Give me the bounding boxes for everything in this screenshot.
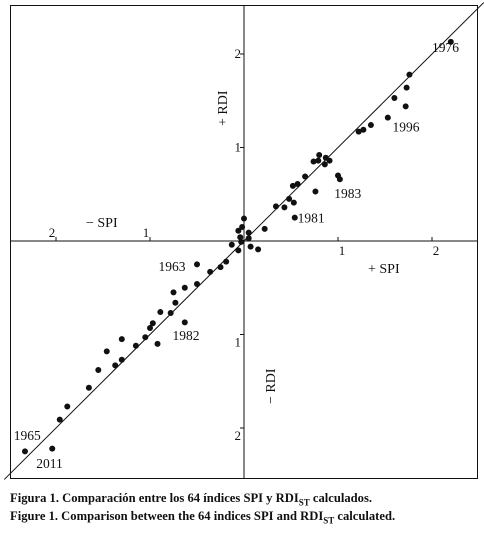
data-point <box>261 225 268 232</box>
data-point <box>355 128 362 135</box>
caption-es-suffix: calculados. <box>309 491 373 505</box>
data-point <box>118 356 125 363</box>
y-tick-label: 1 <box>235 140 242 155</box>
data-point <box>239 223 246 230</box>
data-point <box>170 289 177 296</box>
data-point <box>142 334 149 341</box>
data-point <box>312 188 319 195</box>
data-point <box>118 336 125 343</box>
data-point <box>49 445 56 452</box>
y-tick-label: 2 <box>235 428 242 443</box>
data-point <box>321 161 328 168</box>
data-point <box>290 199 297 206</box>
data-point <box>302 173 309 180</box>
data-point <box>286 195 293 202</box>
data-point <box>21 448 28 455</box>
caption-spanish: Figura 1. Comparación entre los 64 índic… <box>10 491 372 508</box>
data-point <box>403 84 410 91</box>
data-point <box>294 180 301 187</box>
data-point <box>336 176 343 183</box>
x-tick-label: 1 <box>143 225 150 240</box>
y-tick-label: 1 <box>235 335 242 350</box>
y-tick-label: 2 <box>235 46 242 61</box>
year-annotation: 1963 <box>158 259 185 274</box>
year-annotation: 1981 <box>298 210 325 225</box>
data-point <box>272 203 279 210</box>
data-point <box>132 342 139 349</box>
data-point <box>172 299 179 306</box>
data-point <box>406 71 413 78</box>
data-point <box>322 154 329 161</box>
data-point <box>238 238 245 245</box>
data-point <box>247 243 254 250</box>
caption-en-prefix: Figure 1. Comparison between the 64 indi… <box>10 509 324 523</box>
year-annotation: 1983 <box>334 186 361 201</box>
data-point <box>402 103 409 110</box>
data-points <box>21 38 454 455</box>
data-point <box>245 235 252 242</box>
data-point <box>245 229 252 236</box>
axis-labels: − SPI + SPI + RDI − RDI <box>86 90 400 404</box>
data-point <box>255 246 262 253</box>
data-point <box>235 247 242 254</box>
data-point <box>194 281 200 288</box>
year-annotation: 1982 <box>173 328 200 343</box>
x-tick-label: 1 <box>339 243 346 258</box>
tick-labels: 2 1 1 2 2 1 1 2 <box>49 46 440 443</box>
caption-en-suffix: calculated. <box>334 509 396 523</box>
data-point <box>315 157 322 164</box>
data-point <box>207 268 214 275</box>
x-tick-label: 2 <box>49 225 56 240</box>
data-point <box>167 309 174 316</box>
axis-label-x-positive: + SPI <box>368 262 400 277</box>
data-point <box>64 403 71 410</box>
plot-frame <box>10 5 478 479</box>
data-point <box>291 214 298 221</box>
data-point <box>154 340 161 347</box>
axis-label-x-negative: − SPI <box>86 216 118 231</box>
data-point <box>391 94 398 101</box>
data-point <box>241 215 247 222</box>
data-point <box>384 114 391 121</box>
axis-label-y-positive: + RDI <box>216 90 231 126</box>
data-point <box>367 122 374 129</box>
caption-english: Figure 1. Comparison between the 64 indi… <box>10 509 395 526</box>
caption-es-sub: ST <box>298 497 310 508</box>
data-point <box>310 158 317 165</box>
data-point <box>56 416 63 423</box>
data-point <box>147 324 153 331</box>
data-point <box>228 241 235 248</box>
data-point <box>289 182 296 189</box>
data-point <box>149 320 156 327</box>
data-point <box>85 384 92 391</box>
year-annotations: 1976 1996 1983 1981 1963 1982 1965 2011 <box>14 40 460 471</box>
data-point <box>237 234 244 241</box>
data-point <box>194 261 200 268</box>
data-point <box>95 367 102 374</box>
data-point <box>157 309 164 316</box>
data-point <box>316 151 323 158</box>
data-point <box>281 204 288 211</box>
year-annotation: 2011 <box>36 456 63 471</box>
axis-label-y-negative: − RDI <box>264 368 279 404</box>
year-annotation: 1996 <box>393 120 420 135</box>
data-point <box>181 284 188 291</box>
caption-es-prefix: Figura 1. Comparación entre los 64 índic… <box>10 491 299 505</box>
data-point <box>235 227 242 234</box>
data-point <box>217 264 224 271</box>
year-annotation: 1965 <box>14 428 41 443</box>
data-point <box>447 38 454 45</box>
data-point <box>223 258 230 265</box>
data-point <box>112 362 119 369</box>
year-annotation: 1976 <box>432 40 459 55</box>
data-point <box>103 348 110 355</box>
x-tick-label: 2 <box>433 243 440 258</box>
caption-en-sub: ST <box>323 515 335 526</box>
data-point <box>181 319 188 326</box>
data-point <box>360 126 367 133</box>
